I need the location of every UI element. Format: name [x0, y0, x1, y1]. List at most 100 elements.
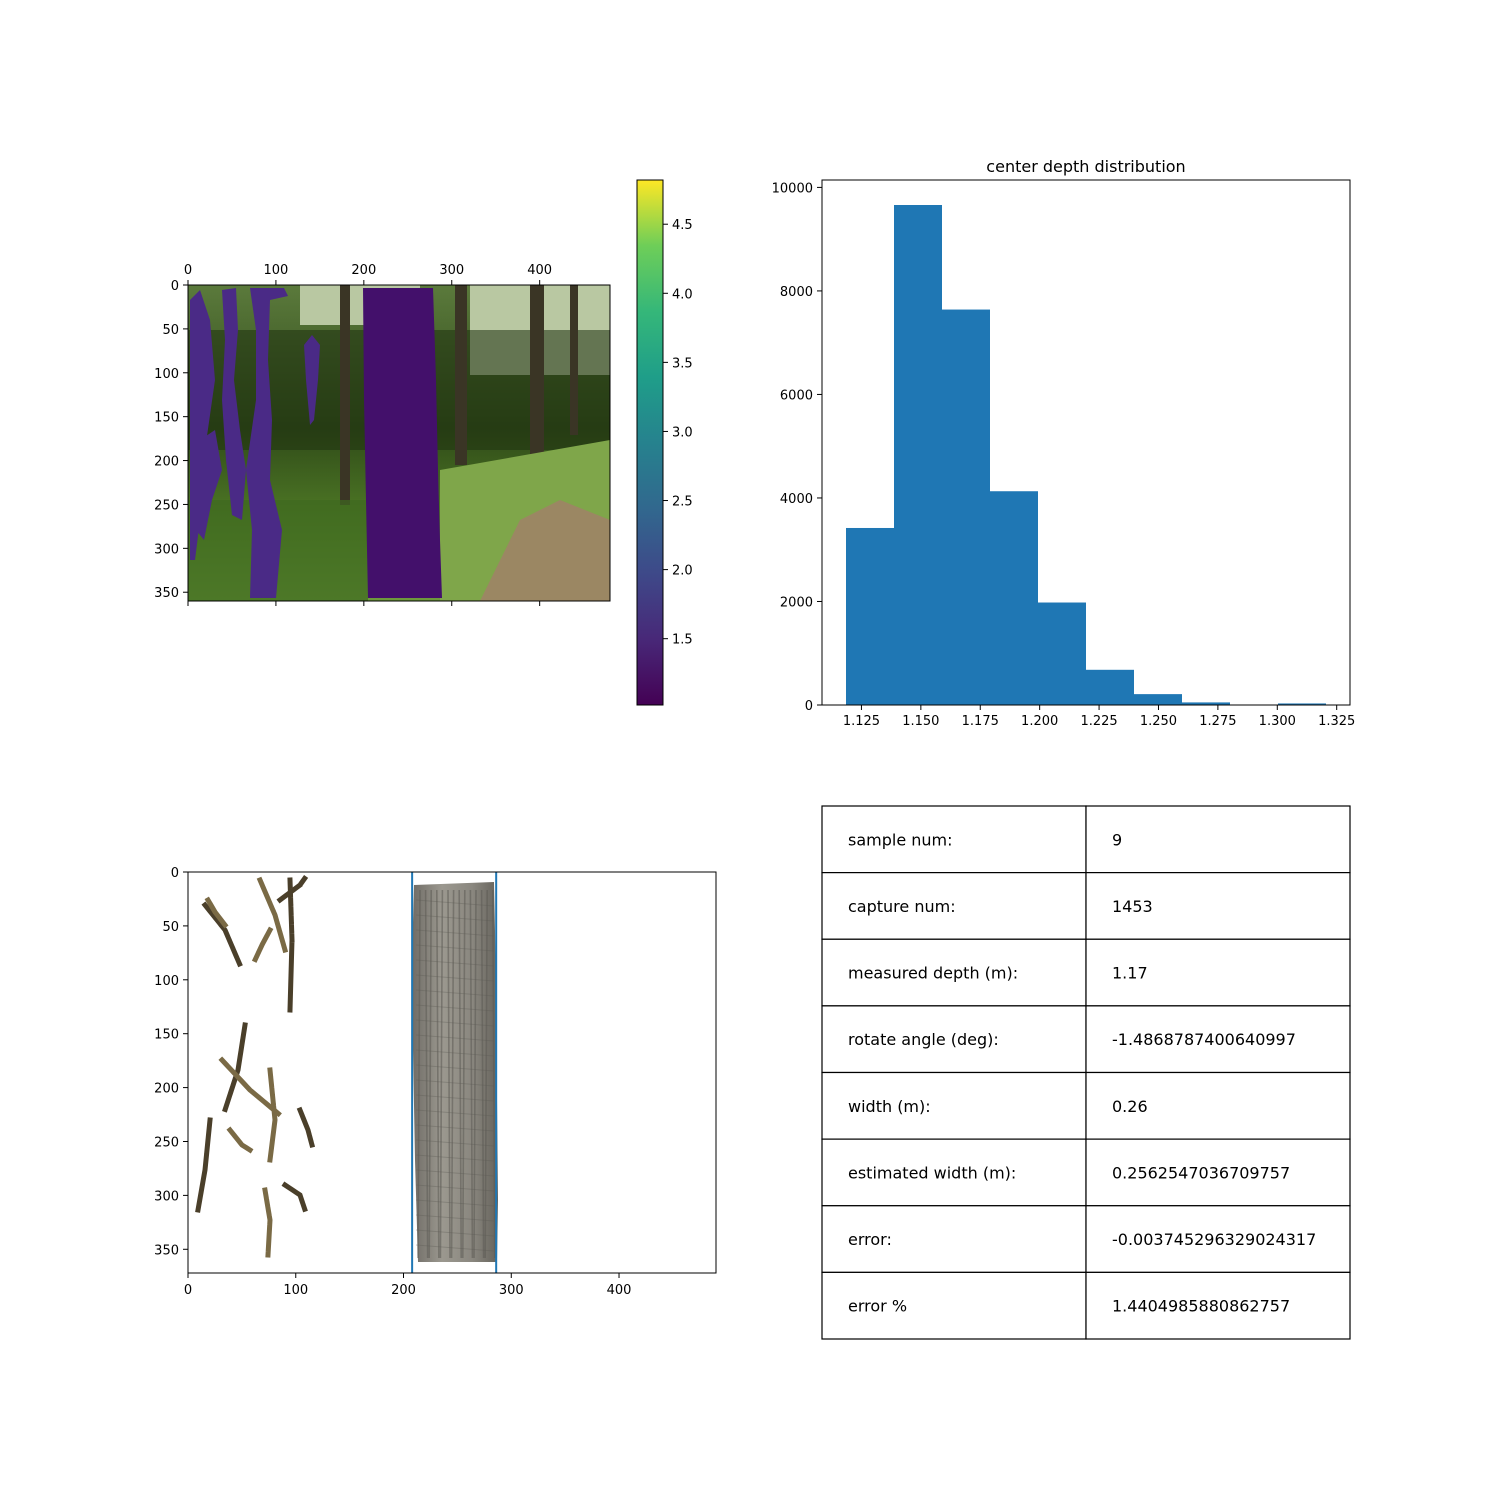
bark-ridge	[447, 889, 451, 1259]
results-table: sample num: 9 capture num: 1453 measured dep…	[821, 805, 1351, 1340]
table-row: error % 1.4404985880862757	[821, 1271, 1351, 1340]
row-value: 9	[1112, 830, 1122, 849]
bark-ridge	[458, 889, 463, 1259]
row-value: 0.2562547036709757	[1112, 1163, 1290, 1182]
x-axis-top: 0 100 200 300 400	[184, 263, 552, 285]
segmented-image	[195, 874, 498, 1262]
bark-ridge	[417, 889, 421, 1259]
y-tick-label: 10000	[772, 181, 813, 196]
bark-ridge	[415, 899, 495, 907]
bark-ridge	[415, 1199, 495, 1207]
bark-ridge	[415, 1019, 495, 1027]
bark-ridge	[415, 1139, 495, 1147]
bark-ridge	[415, 1034, 495, 1042]
y-tick-label: 8000	[780, 285, 813, 300]
bark-trunk	[412, 882, 498, 1262]
table-row: rotate angle (deg): -1.4868787400640997	[821, 1005, 1351, 1074]
width-boundary-lines	[411, 872, 498, 1273]
y-tick-label: 350	[154, 1243, 179, 1258]
x-tick-label: 0	[184, 263, 192, 278]
table-row: capture num: 1453	[821, 872, 1351, 940]
x-tick-label: 1.175	[962, 714, 999, 729]
histogram-bar	[942, 309, 990, 705]
axes-frame	[187, 871, 717, 1274]
row-label: measured depth (m):	[848, 964, 1018, 983]
y-tick-label: 250	[154, 1135, 179, 1150]
bark-ridge	[415, 1154, 495, 1162]
table-cell-label	[821, 938, 1087, 1007]
bark-ridge	[480, 889, 485, 1259]
table-cell-value	[1085, 1071, 1351, 1140]
row-value: 1453	[1112, 897, 1153, 916]
twig-fragment	[195, 1117, 213, 1213]
x-tick-label: 200	[391, 1283, 416, 1298]
axes-frame	[187, 284, 611, 602]
y-tick-label: 0	[171, 866, 179, 881]
histogram-bar	[990, 491, 1038, 705]
bark-ridge	[473, 889, 477, 1259]
x-tick-label: 1.225	[1080, 714, 1117, 729]
bark-ridge	[415, 1094, 495, 1102]
bark-ridge	[415, 1124, 495, 1132]
twig-fragment	[262, 1187, 273, 1258]
y-axis: 0 50 100 150 200 250 300 350	[154, 866, 188, 1258]
bark-ridge	[415, 1244, 495, 1252]
table-cell-value	[1085, 1271, 1351, 1340]
axes-frame	[821, 179, 1351, 706]
table-cell-value	[1085, 872, 1351, 940]
photo-scene	[188, 285, 610, 601]
bark-ridge	[450, 889, 455, 1259]
colorbar-tick-label: 4.0	[672, 287, 693, 302]
x-tick-label: 400	[527, 263, 552, 278]
x-tick-label: 100	[283, 1283, 308, 1298]
colorbar: 1.5 2.0 2.5 3.0 3.5 4.0 4.5	[636, 179, 693, 706]
bark-ridge	[484, 889, 489, 1259]
bark-texture	[415, 889, 496, 1259]
bark-ridge	[435, 889, 440, 1259]
twig-fragment	[267, 1067, 278, 1163]
x-tick-label: 1.125	[843, 714, 880, 729]
x-tick-label: 300	[499, 1283, 524, 1298]
background-tree-trunk	[570, 285, 578, 435]
y-tick-label: 50	[162, 323, 179, 338]
bark-ridge	[415, 1064, 495, 1072]
x-tick-label: 1.150	[902, 714, 939, 729]
background-tree-trunk	[530, 285, 544, 475]
y-tick-label: 0	[805, 699, 813, 714]
y-tick-label: 2000	[780, 595, 813, 610]
row-label: capture num:	[848, 897, 956, 916]
y-tick-label: 100	[154, 974, 179, 989]
dirt-path	[480, 500, 610, 601]
twig-fragment	[281, 1181, 309, 1214]
bark-ridge	[415, 989, 495, 997]
y-tick-label: 200	[154, 1082, 179, 1097]
bark-ridge	[415, 1214, 495, 1222]
histogram-bar	[846, 527, 894, 705]
row-label: rotate angle (deg):	[848, 1030, 999, 1049]
background-tree-trunk	[455, 285, 467, 465]
bark-ridge	[415, 1109, 495, 1117]
bark-ridge	[415, 1079, 495, 1087]
twig-fragment	[256, 876, 289, 954]
bark-ridge	[415, 959, 495, 967]
table-cell-label	[821, 872, 1087, 940]
y-tick-label: 150	[154, 1028, 179, 1043]
colorbar-tick-label: 2.0	[672, 564, 693, 579]
bark-ridge	[415, 1229, 495, 1237]
bark-ridge	[415, 974, 495, 982]
histogram-bar	[1182, 702, 1230, 705]
x-tick-label: 1.325	[1318, 714, 1355, 729]
bark-ridge	[469, 889, 474, 1259]
x-tick-label: 300	[439, 263, 464, 278]
table-row: measured depth (m): 1.17	[821, 938, 1351, 1007]
colorbar-tick-label: 2.5	[672, 495, 693, 510]
histogram-axes: center depth distribution 1.125 1.150 1.17…	[772, 157, 1356, 729]
twig-fragment	[287, 877, 295, 1013]
bark-ridge	[415, 929, 495, 937]
x-axis-bottom-ticks	[187, 601, 541, 606]
histogram-title: center depth distribution	[986, 157, 1185, 176]
colorbar-tick-label: 3.0	[672, 425, 693, 440]
x-tick-label: 1.300	[1259, 714, 1296, 729]
table-cell-label	[821, 1271, 1087, 1340]
